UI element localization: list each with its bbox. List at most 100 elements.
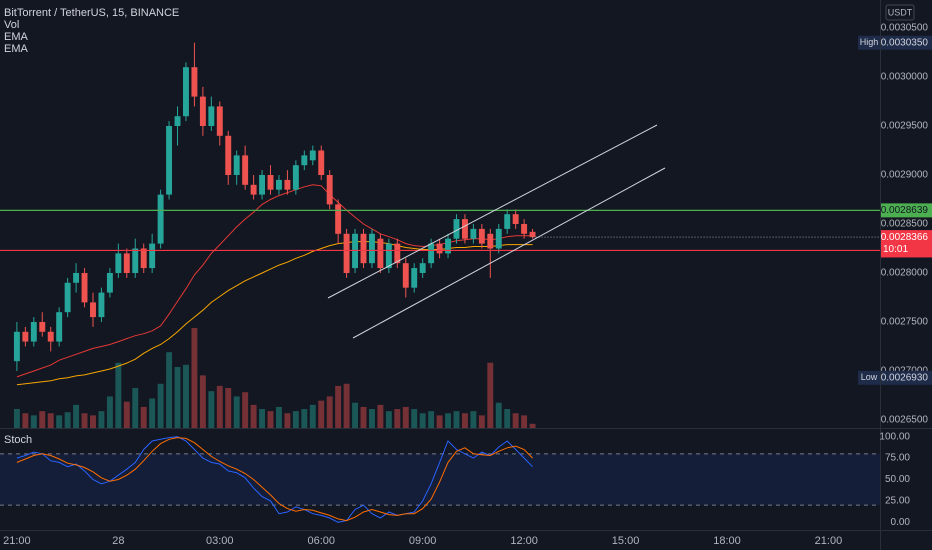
volume-bar	[13, 409, 20, 428]
candle-body	[292, 165, 299, 190]
volume-bar	[233, 396, 240, 428]
candle-body	[199, 96, 206, 127]
volume-bar	[385, 411, 392, 428]
marker-name-box	[858, 370, 880, 385]
trend-line[interactable]	[327, 124, 658, 299]
volume-bar	[521, 415, 528, 428]
candle-body	[326, 175, 333, 205]
candle-body	[233, 155, 240, 176]
price-line-label: 0.0028639	[881, 205, 929, 216]
volume-bar	[39, 411, 46, 428]
volume-bar	[512, 413, 519, 428]
volume-bar	[335, 385, 342, 428]
volume-bar	[309, 404, 316, 428]
candle-body	[512, 214, 519, 224]
candle-body	[157, 194, 164, 244]
stoch-line	[16, 437, 533, 522]
candle-body	[411, 268, 418, 288]
volume-bar	[267, 411, 274, 428]
volume-bar	[504, 409, 511, 428]
volume-bar	[183, 364, 189, 428]
last-price-box	[881, 230, 932, 257]
candle-body	[495, 228, 502, 249]
volume-bar	[242, 392, 249, 428]
x-tick-label: 03:00	[206, 535, 234, 547]
volume-bar	[470, 411, 477, 428]
symbol-title[interactable]: BitTorrent / TetherUS, 15, BINANCE	[4, 7, 179, 19]
volume-bar	[115, 362, 122, 428]
y-tick-label: 0.00	[891, 517, 911, 528]
volume-bar	[47, 413, 54, 428]
y-tick-label: 0.0028000	[881, 268, 929, 279]
y-tick-label: 0.0027500	[881, 317, 929, 328]
y-tick-label: 0.0029500	[881, 121, 929, 132]
volume-bar	[174, 366, 181, 428]
volume-bar	[453, 411, 460, 428]
candle-body	[149, 243, 156, 269]
y-tick-label: 0.0029000	[881, 170, 929, 181]
currency: USDT	[888, 7, 913, 17]
candle-body	[521, 223, 528, 234]
x-tick-label: 09:00	[409, 535, 437, 547]
volume-bar	[259, 409, 266, 428]
candle-body	[360, 233, 367, 264]
candle-body	[250, 184, 257, 195]
y-tick-label: 25.00	[885, 496, 910, 507]
volume-bar	[292, 411, 299, 428]
marks	[0, 42, 880, 523]
candle-body	[115, 253, 122, 273]
volume-bar	[428, 411, 435, 428]
candle-body	[309, 150, 316, 161]
volume-bar	[98, 411, 105, 428]
last-price-label: 0.0028366	[881, 232, 929, 243]
trend-line[interactable]	[352, 167, 666, 339]
volume-bar	[301, 409, 308, 428]
candle-body	[368, 233, 375, 264]
candle-body	[47, 331, 54, 342]
volume-bar	[276, 406, 282, 428]
volume-bar	[90, 415, 96, 428]
volume-legend[interactable]: Vol	[4, 19, 19, 31]
marker-value: 0.0026930	[881, 372, 929, 383]
stoch-legend[interactable]: Stoch	[4, 434, 32, 446]
marker-value-box	[881, 370, 932, 385]
candle-body	[318, 150, 325, 176]
y-tick-label: 0.0026500	[881, 415, 929, 426]
candle-body	[22, 331, 29, 342]
candle-body	[81, 272, 88, 303]
x-tick-label: 18:00	[713, 535, 741, 547]
marker-value: 0.0030350	[881, 37, 929, 48]
candle-body	[461, 219, 468, 239]
x-tick-label: 15:00	[612, 535, 640, 547]
candle-body	[487, 233, 494, 249]
candle-body	[259, 175, 266, 195]
candle-body	[56, 312, 63, 342]
candle-body	[216, 106, 223, 136]
candle-body	[470, 228, 477, 239]
candle-body	[140, 248, 147, 269]
volume-bar	[30, 415, 37, 428]
volume-bar	[394, 409, 401, 428]
countdown: 10:01	[883, 244, 908, 255]
candle-body	[343, 233, 350, 273]
candle-body	[191, 67, 198, 97]
volume-bar	[64, 412, 71, 428]
candle-body	[30, 321, 37, 342]
ema-legend[interactable]: EMA	[4, 31, 29, 43]
volume-bar	[166, 352, 173, 428]
volume-bar	[411, 409, 418, 428]
candle-body	[453, 219, 460, 239]
volume-bar	[402, 406, 409, 428]
ema-legend[interactable]: EMA	[4, 43, 29, 55]
volume-bar	[377, 404, 384, 428]
currency-box[interactable]	[885, 4, 915, 21]
candle-body	[529, 231, 536, 238]
candle-body	[123, 253, 130, 273]
candle-body	[419, 263, 426, 273]
candle-body	[478, 228, 485, 244]
volume-bar	[284, 413, 291, 428]
candle-body	[39, 321, 46, 332]
candle-body	[98, 292, 105, 318]
